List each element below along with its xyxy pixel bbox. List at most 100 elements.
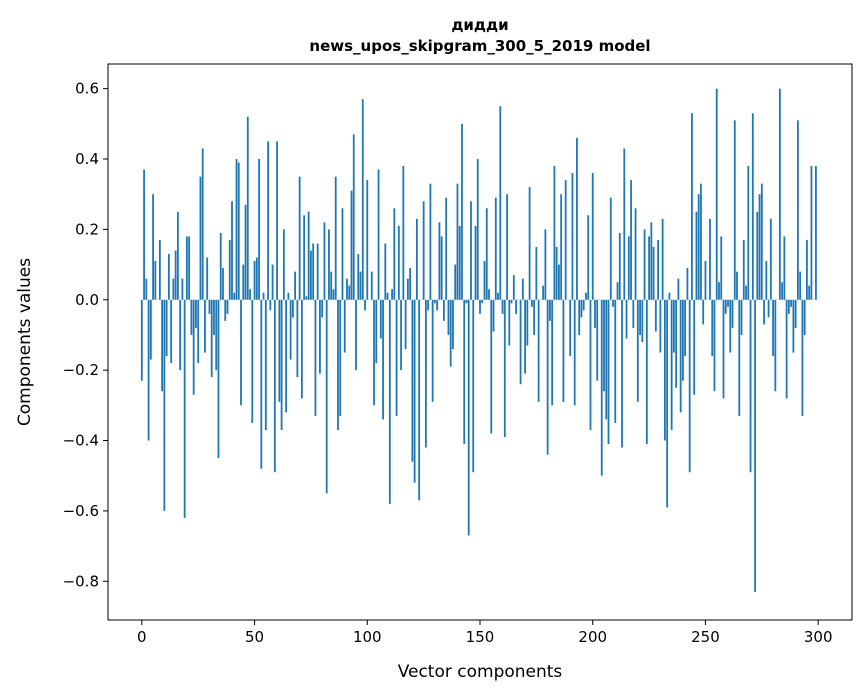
bar-168 xyxy=(520,300,522,384)
bar-229 xyxy=(657,240,659,300)
bar-227 xyxy=(653,247,655,300)
bar-2 xyxy=(145,279,147,300)
y-tick-label: 0.6 xyxy=(75,80,99,98)
bar-164 xyxy=(511,300,513,304)
bar-196 xyxy=(583,300,585,311)
bar-46 xyxy=(245,205,247,300)
bar-165 xyxy=(513,275,515,300)
bar-276 xyxy=(763,300,765,325)
bar-266 xyxy=(741,300,743,335)
bar-244 xyxy=(691,113,693,300)
x-tick-label: 250 xyxy=(691,628,720,646)
bar-280 xyxy=(772,300,774,356)
bar-132 xyxy=(439,222,441,299)
bar-74 xyxy=(308,212,310,300)
bar-25 xyxy=(197,300,199,363)
bar-260 xyxy=(727,300,729,307)
bar-243 xyxy=(689,300,691,472)
bar-209 xyxy=(612,300,614,307)
bar-115 xyxy=(400,300,402,370)
bar-166 xyxy=(515,300,517,314)
x-tick-label: 0 xyxy=(137,628,147,646)
bar-91 xyxy=(346,279,348,300)
bar-144 xyxy=(466,300,468,304)
bar-142 xyxy=(461,124,463,300)
bar-155 xyxy=(490,300,492,434)
y-tick-label: 0.2 xyxy=(75,220,99,238)
bar-145 xyxy=(468,300,470,536)
bar-95 xyxy=(355,300,357,370)
bar-241 xyxy=(684,300,686,356)
bar-64 xyxy=(285,300,287,413)
bar-154 xyxy=(488,289,490,300)
y-tick-label: −0.4 xyxy=(63,432,99,450)
bar-90 xyxy=(344,300,346,353)
bar-19 xyxy=(184,300,186,518)
bar-259 xyxy=(725,300,727,314)
x-axis-label: Vector components xyxy=(398,662,563,682)
bar-41 xyxy=(233,293,235,300)
bar-238 xyxy=(677,279,679,300)
bar-207 xyxy=(608,300,610,444)
bar-77 xyxy=(315,300,317,416)
bar-138 xyxy=(452,300,454,349)
bar-23 xyxy=(193,300,195,395)
bar-173 xyxy=(531,300,533,307)
bar-295 xyxy=(806,240,808,300)
bar-87 xyxy=(337,300,339,430)
bar-198 xyxy=(587,215,589,299)
bar-160 xyxy=(502,300,504,314)
bar-288 xyxy=(790,300,792,307)
bar-125 xyxy=(423,201,425,300)
bar-190 xyxy=(569,300,571,356)
bar-122 xyxy=(416,219,418,300)
bar-181 xyxy=(549,300,551,321)
bar-246 xyxy=(696,212,698,300)
bar-112 xyxy=(393,208,395,299)
bar-6 xyxy=(154,261,156,300)
bar-162 xyxy=(506,194,508,300)
bar-208 xyxy=(610,198,612,300)
bar-110 xyxy=(389,300,391,504)
bar-61 xyxy=(278,300,280,402)
bar-299 xyxy=(815,166,817,300)
y-axis-label: Components values xyxy=(15,258,35,426)
x-tick-label: 150 xyxy=(466,628,495,646)
bar-175 xyxy=(535,247,537,300)
bar-221 xyxy=(639,300,641,335)
bar-12 xyxy=(168,254,170,300)
bar-233 xyxy=(666,300,668,508)
bar-186 xyxy=(560,194,562,300)
bar-272 xyxy=(754,300,756,592)
bar-159 xyxy=(499,106,501,300)
bar-20 xyxy=(186,236,188,299)
bar-102 xyxy=(371,272,373,300)
bar-98 xyxy=(362,99,364,300)
bar-26 xyxy=(200,177,202,300)
bar-271 xyxy=(752,113,754,300)
y-tick-label: −0.2 xyxy=(63,361,99,379)
bar-149 xyxy=(477,159,479,300)
y-tick-label: −0.6 xyxy=(63,502,99,520)
bar-51 xyxy=(256,258,258,300)
bar-236 xyxy=(673,300,675,353)
bar-62 xyxy=(281,300,283,430)
bar-17 xyxy=(179,300,181,370)
bar-113 xyxy=(396,300,398,416)
bar-230 xyxy=(659,300,661,353)
bar-54 xyxy=(263,293,265,300)
bar-10 xyxy=(163,300,165,511)
y-tick-label: −0.8 xyxy=(63,572,99,590)
bar-232 xyxy=(664,300,666,441)
x-tick-label: 50 xyxy=(245,628,264,646)
bar-214 xyxy=(623,148,625,299)
bar-1 xyxy=(143,170,145,300)
axes-frame xyxy=(108,64,852,620)
bar-212 xyxy=(619,233,621,300)
bar-114 xyxy=(398,226,400,300)
bar-262 xyxy=(732,300,734,328)
bar-274 xyxy=(759,194,761,300)
bar-268 xyxy=(745,286,747,300)
bar-261 xyxy=(729,300,731,353)
